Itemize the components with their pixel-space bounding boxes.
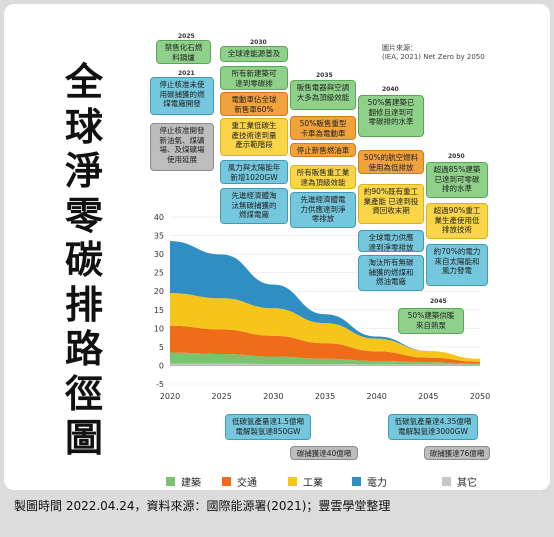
legend-label-buildings: 建築 bbox=[181, 478, 201, 489]
area-other bbox=[170, 363, 480, 366]
legend-item-industry: 工業 bbox=[288, 474, 323, 489]
footer-caption: 製圖時間 2022.04.24，資料來源：國際能源署(2021)；豐雲學堂整理 bbox=[14, 499, 391, 513]
legend-item-buildings: 建築 bbox=[166, 474, 201, 489]
milestone-2035-ice-cars: 停止新售燃油車 bbox=[290, 143, 356, 157]
chart-legend: 建築 交通 工業 電力 其它 bbox=[166, 474, 506, 489]
y-tick-label: 25 bbox=[154, 269, 164, 278]
image-source-note: 圖片來源： (IEA, 2021) Net Zero by 2050 bbox=[382, 44, 485, 61]
x-tick-label: 2050 bbox=[470, 392, 490, 401]
milestone-2040-industry-capacity: 約90%既有重工 業產能 已達到投 資回收末期 bbox=[358, 184, 424, 224]
milestone-2030-energy-access: 全球達能源普及 bbox=[220, 46, 288, 62]
x-tick-label: 2020 bbox=[160, 392, 180, 401]
legend-swatch-electricity bbox=[352, 477, 361, 486]
legend-label-other: 其它 bbox=[457, 478, 477, 489]
legend-label-electricity: 電力 bbox=[367, 478, 387, 489]
milestone-2030-ev-share: 電動車佔全球 新售車60% bbox=[220, 92, 288, 116]
x-tick-label: 2030 bbox=[263, 392, 283, 401]
y-tick-label: 5 bbox=[159, 343, 164, 352]
milestone-2050-industry: 超過90%重工 業生產使用低 排放技術 bbox=[426, 203, 488, 239]
legend-swatch-industry bbox=[288, 477, 297, 486]
milestone-2021-oilgas: 停止核准開發 新油氣、煤礦 場、及煤礦場 使用延展 bbox=[150, 123, 214, 171]
milestone-2045-heat-pumps: 50%建築供暖 來自熱泵 bbox=[398, 308, 464, 334]
y-tick-label: 0 bbox=[159, 361, 164, 370]
milestone-2030-wind-solar: 風力與太陽能年 新增1020GW bbox=[220, 160, 288, 184]
y-tick-label: 30 bbox=[154, 250, 164, 259]
milestone-2030-zero-carbon-buildings: 所有新建築可 達到零碳排 bbox=[220, 66, 288, 90]
year-tag-2050: 2050 bbox=[448, 153, 465, 160]
milestone-2040-net-zero-power: 全球電力供應 達到淨零排放 bbox=[358, 230, 424, 252]
year-tag-2021: 2021 bbox=[178, 70, 195, 77]
hydrogen-2050: 低碳氫產量達4.35億噸 電解製氫達3000GW bbox=[388, 414, 478, 440]
y-tick-label: 40 bbox=[154, 213, 164, 222]
milestone-2030-coal-phaseout: 先進經濟體淘 汰無碳捕獲的 燃煤電廠 bbox=[220, 188, 288, 224]
hydrogen-2030: 低碳氫產量達1.5億噸 電解製氫達850GW bbox=[225, 414, 311, 440]
legend-swatch-buildings bbox=[166, 477, 175, 486]
year-tag-2025: 2025 bbox=[178, 33, 195, 40]
area-buildings bbox=[170, 352, 480, 365]
milestone-2035-trucks: 50%販售重型 卡車為電動車 bbox=[290, 116, 356, 140]
area-industry bbox=[170, 293, 480, 362]
legend-swatch-other bbox=[442, 477, 451, 486]
area-transport bbox=[170, 325, 480, 364]
y-tick-label: 20 bbox=[154, 287, 164, 296]
milestone-2050-buildings: 超過85%建築 已達到可零碳 排的水準 bbox=[426, 162, 488, 198]
milestone-2021-coal: 停止核准未使 用碳捕獲的燃 煤電廠開發 bbox=[150, 77, 214, 115]
legend-item-other: 其它 bbox=[442, 474, 477, 489]
y-tick-label: 35 bbox=[154, 232, 164, 241]
x-tick-label: 2040 bbox=[366, 392, 386, 401]
y-tick-label: 10 bbox=[154, 324, 164, 333]
vertical-title: 全 球 淨 零 碳 排 路 徑 圖 bbox=[64, 60, 103, 460]
year-tag-2030: 2030 bbox=[250, 39, 267, 46]
milestone-2030-heavy-industry: 重工業低碳生 產技術達到量 產示範階段 bbox=[220, 118, 288, 156]
milestone-2040-fossil-plants: 淘汰所有無碳 捕獲的燃煤和 燃油電廠 bbox=[358, 255, 424, 291]
x-tick-label: 2035 bbox=[315, 392, 335, 401]
area-electricity bbox=[170, 241, 480, 359]
milestone-2035-industry-efficiency: 所有販售重工業 達為頂級效能 bbox=[290, 165, 356, 189]
ccs-2035: 碳捕獲達40億噸 bbox=[290, 446, 358, 460]
legend-item-transport: 交通 bbox=[222, 474, 257, 489]
year-tag-2035: 2035 bbox=[316, 72, 333, 79]
milestone-2050-renewables: 約70%的電力 來自太陽能和 風力發電 bbox=[426, 244, 488, 286]
legend-item-electricity: 電力 bbox=[352, 474, 387, 489]
milestone-2035-appliances: 販售電器與空調 大多為頂級效能 bbox=[290, 80, 356, 110]
y-tick-label: -5 bbox=[156, 380, 164, 389]
year-tag-2045: 2045 bbox=[430, 298, 447, 305]
legend-label-industry: 工業 bbox=[303, 478, 323, 489]
milestone-2040-retrofit: 50%舊建築已 翻修且達到可 零碳排的水準 bbox=[358, 95, 424, 137]
legend-label-transport: 交通 bbox=[237, 478, 257, 489]
legend-swatch-transport bbox=[222, 477, 231, 486]
milestone-2035-advanced-power: 先進經濟體電 力供應達到淨 零排放 bbox=[290, 192, 356, 228]
x-tick-label: 2025 bbox=[211, 392, 231, 401]
y-tick-label: 15 bbox=[154, 306, 164, 315]
milestone-2025-boiler: 禁售化石燃 料鍋爐 bbox=[156, 40, 211, 64]
x-tick-label: 2045 bbox=[418, 392, 438, 401]
ccs-2050: 碳捕獲達76億噸 bbox=[424, 446, 490, 460]
milestone-2040-aviation-fuel: 50%的航空燃料 使用為低排放 bbox=[358, 150, 424, 174]
year-tag-2040: 2040 bbox=[382, 86, 399, 93]
